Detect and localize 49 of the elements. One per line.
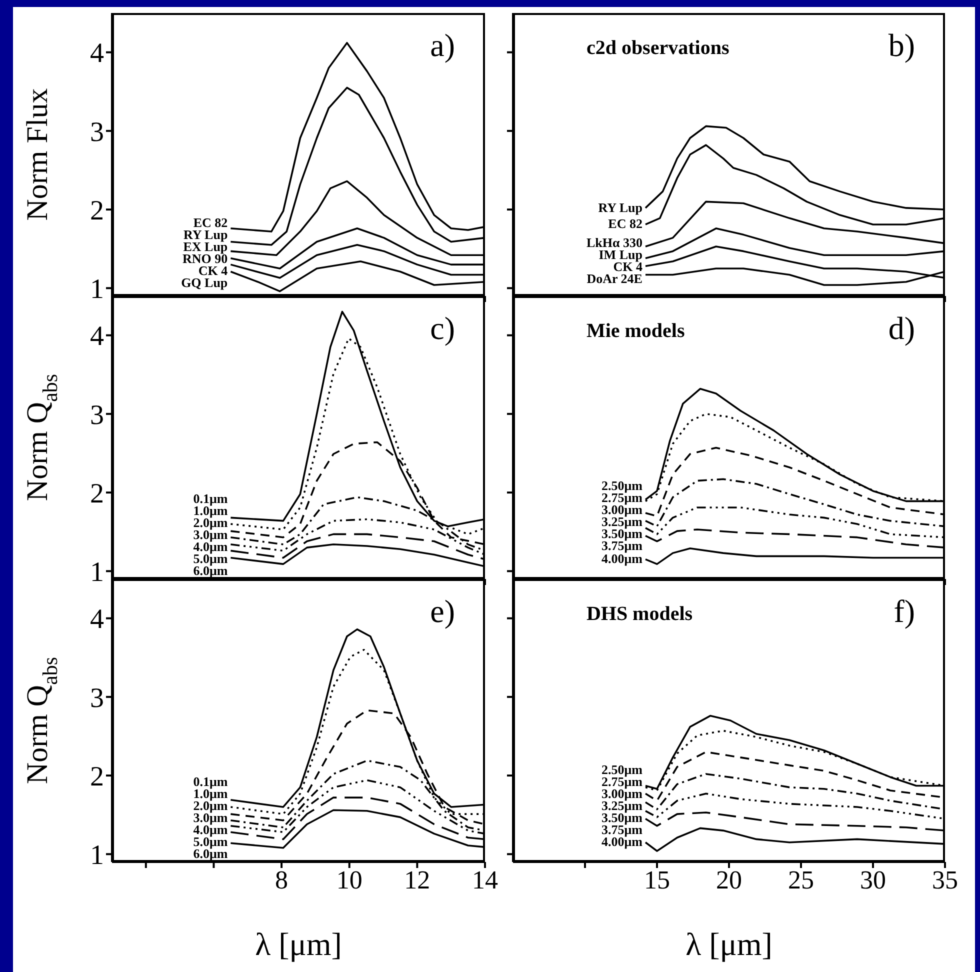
line-series bbox=[230, 260, 485, 292]
y-tick-label: 2 bbox=[90, 478, 104, 510]
series-label: 2.50μm bbox=[602, 478, 642, 494]
line-series bbox=[230, 544, 485, 568]
series-label: 0.1μm bbox=[193, 774, 228, 789]
y-tick-label: 1 bbox=[90, 557, 104, 588]
annotation: c) bbox=[430, 310, 455, 347]
annotation: f) bbox=[894, 593, 915, 630]
y-tick-label: 3 bbox=[90, 400, 104, 431]
annotation: a) bbox=[430, 27, 455, 64]
x-tick-label: 12 bbox=[404, 865, 430, 894]
x-tick-label: 14 bbox=[472, 865, 498, 894]
y-axis-title: Norm Flux bbox=[20, 88, 54, 221]
x-tick-label: 35 bbox=[932, 865, 958, 894]
series-label: EC 82 bbox=[608, 216, 642, 232]
series-label: DoAr 24E bbox=[586, 271, 642, 286]
y-tick-label: 4 bbox=[90, 604, 104, 636]
line-series bbox=[230, 244, 485, 279]
line-series bbox=[230, 796, 485, 840]
y-tick-label: 4 bbox=[90, 38, 104, 70]
annotation: d) bbox=[888, 310, 915, 347]
x-axis-title: λ [μm] bbox=[255, 926, 342, 962]
series-label: RY Lup bbox=[598, 200, 642, 215]
annotation: Mie models bbox=[586, 320, 685, 343]
x-tick-label: 30 bbox=[860, 865, 886, 894]
series-label: 0.1μm bbox=[193, 491, 228, 506]
annotation: c2d observations bbox=[586, 37, 730, 60]
x-tick-label: 20 bbox=[716, 865, 742, 894]
x-tick-label: 25 bbox=[788, 865, 814, 894]
line-series bbox=[230, 533, 485, 560]
y-tick-label: 2 bbox=[90, 195, 104, 226]
x-tick-label: 8 bbox=[275, 865, 288, 894]
line-series bbox=[230, 809, 485, 849]
y-tick-label: 3 bbox=[90, 682, 104, 714]
x-tick-label: 10 bbox=[336, 865, 362, 894]
x-tick-label: 15 bbox=[644, 865, 670, 894]
annotation: e) bbox=[430, 593, 455, 630]
annotation: DHS models bbox=[586, 603, 693, 626]
line-series bbox=[230, 180, 485, 256]
y-tick-label: 4 bbox=[90, 321, 104, 352]
y-tick-label: 1 bbox=[90, 274, 104, 306]
series-label: EC 82 bbox=[193, 214, 228, 230]
y-tick-label: 2 bbox=[90, 761, 104, 792]
line-series bbox=[230, 227, 485, 270]
x-axis-title: λ [μm] bbox=[686, 926, 772, 962]
y-tick-label: 1 bbox=[90, 840, 104, 872]
line-series bbox=[230, 86, 485, 246]
annotation: b) bbox=[888, 27, 915, 64]
y-tick-label: 3 bbox=[90, 116, 104, 148]
